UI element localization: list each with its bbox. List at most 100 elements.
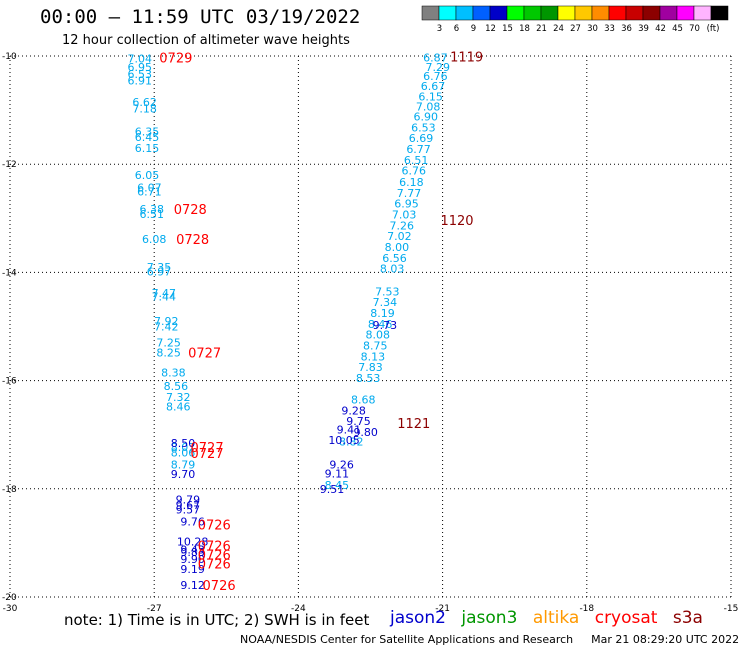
wave-height-label: 6.56 (382, 252, 407, 265)
wave-height-label: 6.76 (402, 165, 427, 178)
timestamp: Mar 21 08:29:20 UTC 2022 (591, 633, 740, 646)
wave-height-label: 8.07 (171, 441, 196, 454)
wave-height-label: 6.53 (411, 121, 436, 134)
wave-height-label: 9.67 (176, 499, 201, 512)
wave-height-label: 8.08 (365, 329, 390, 342)
wave-height-label: 8.56 (164, 380, 189, 393)
wave-height-label: 9.51 (320, 483, 345, 496)
colorbar-swatch (506, 5, 525, 21)
wave-height-label: 7.25 (156, 337, 181, 350)
wave-height-label: 7.35 (147, 261, 172, 274)
wave-height-label: 8.53 (356, 372, 381, 385)
wave-height-label: 6.35 (135, 126, 160, 139)
colorbar-swatch (710, 5, 729, 21)
satellite-legend: jason2 jason3 altika cryosat s3a (390, 608, 713, 628)
wave-height-label: 9.90 (180, 553, 205, 566)
wave-height-label: 6.67 (421, 80, 446, 93)
pass-time-label: 0727 (191, 441, 224, 456)
colorbar-label: 36 (621, 24, 632, 34)
wave-height-label: 9.28 (341, 404, 366, 417)
colorbar-swatch (557, 5, 576, 21)
wave-height-label: 7.18 (132, 102, 157, 115)
colorbar-label: 45 (672, 24, 683, 34)
wave-height-label: 6.05 (135, 169, 160, 182)
colorbar-swatch (455, 5, 474, 21)
wave-height-label: 6.77 (406, 143, 431, 156)
wave-height-label: 8.00 (385, 241, 410, 254)
colorbar-swatch (608, 5, 627, 21)
x-tick-label: -30 (3, 604, 18, 614)
wave-height-label: 6.71 (137, 185, 162, 198)
y-tick-label: -16 (2, 377, 17, 387)
colorbar-label: 39 (638, 24, 649, 34)
wave-height-label: 9.57 (176, 503, 201, 516)
colorbar-swatch (472, 5, 491, 21)
colorbar-swatch (574, 5, 593, 21)
pass-time-label: 0727 (191, 447, 224, 462)
y-tick-label: -10 (2, 52, 17, 62)
y-tick-label: -20 (2, 593, 17, 603)
pass-time-label: 0728 (174, 203, 207, 218)
wave-height-label: 6.15 (135, 142, 160, 155)
wave-height-label: 6.76 (423, 70, 448, 83)
wave-height-label: 6.08 (142, 233, 167, 246)
legend-jason3: jason3 (461, 608, 518, 628)
wave-height-label: 8.75 (363, 339, 388, 352)
wave-height-label: 6.18 (399, 176, 424, 189)
wave-height-label: 6.95 (394, 198, 419, 211)
colorbar-swatch (421, 5, 440, 21)
wave-height-label: 9.12 (180, 579, 205, 592)
wave-height-label: 6.51 (140, 208, 165, 221)
wave-height-label: 9.75 (346, 415, 371, 428)
legend-jason2: jason2 (390, 608, 446, 628)
wave-height-label: 6.69 (409, 132, 434, 145)
y-tick-label: -18 (2, 485, 17, 495)
wave-height-label: 9.83 (180, 546, 205, 559)
pass-time-label: 0726 (203, 579, 236, 594)
colorbar-label: 33 (604, 24, 615, 34)
wave-height-label: 6.53 (128, 68, 153, 81)
wave-height-label: 10.05 (328, 434, 360, 447)
colorbar-unit: (ft) (707, 24, 720, 34)
colorbar-label: 24 (553, 24, 564, 34)
colorbar-label: 27 (570, 24, 581, 34)
wave-height-label: 9.79 (176, 494, 201, 507)
colorbar-label: 15 (502, 24, 513, 34)
x-tick-label: -18 (579, 604, 594, 614)
wave-height-points: 7.046.956.536.916.627.186.356.456.156.05… (128, 51, 484, 595)
wave-height-label: 7.92 (154, 315, 179, 328)
colorbar-swatch (438, 5, 457, 21)
colorbar-label: 6 (454, 24, 459, 34)
colorbar-swatch (540, 5, 559, 21)
wave-height-label: 8.03 (380, 263, 405, 276)
pass-time-label: 0726 (198, 540, 231, 555)
wave-height-label: 6.07 (137, 181, 162, 194)
wave-height-label: 7.32 (166, 391, 191, 404)
colorbar-label: 12 (485, 24, 496, 34)
wave-height-label: 7.26 (389, 219, 414, 232)
wave-height-label: 7.34 (373, 296, 398, 309)
chart-title: 00:00 — 11:59 UTC 03/19/2022 (40, 6, 361, 28)
colorbar-swatch (676, 5, 695, 21)
wave-height-label: 8.46 (166, 401, 191, 414)
wave-height-label: 9.70 (171, 468, 196, 481)
footer-note: note: 1) Time is in UTC; 2) SWH is in fe… (64, 611, 370, 629)
legend-cryosat: cryosat (594, 608, 658, 628)
wave-height-label: 6.51 (404, 154, 429, 167)
legend-altika: altika (532, 608, 580, 628)
wave-height-label: 9.76 (180, 515, 205, 528)
pass-time-label: 0726 (198, 548, 231, 563)
colorbar-swatch (659, 5, 678, 21)
wave-height-label: 8.38 (161, 366, 186, 379)
wave-height-label: 8.68 (351, 394, 376, 407)
colorbar-label: 30 (587, 24, 598, 34)
wave-height-label: 7.02 (387, 230, 412, 243)
wave-height-label: 9.73 (373, 319, 398, 332)
wave-height-label: 9.43 (180, 543, 205, 556)
chart-subtitle: 12 hour collection of altimeter wave hei… (62, 33, 350, 48)
pass-time-label: 0726 (198, 519, 231, 534)
colorbar-label: 3 (437, 24, 442, 34)
wave-height-label: 9.11 (325, 468, 350, 481)
wave-height-label: 6.97 (147, 265, 172, 278)
wave-height-label: 8.50 (171, 437, 196, 450)
